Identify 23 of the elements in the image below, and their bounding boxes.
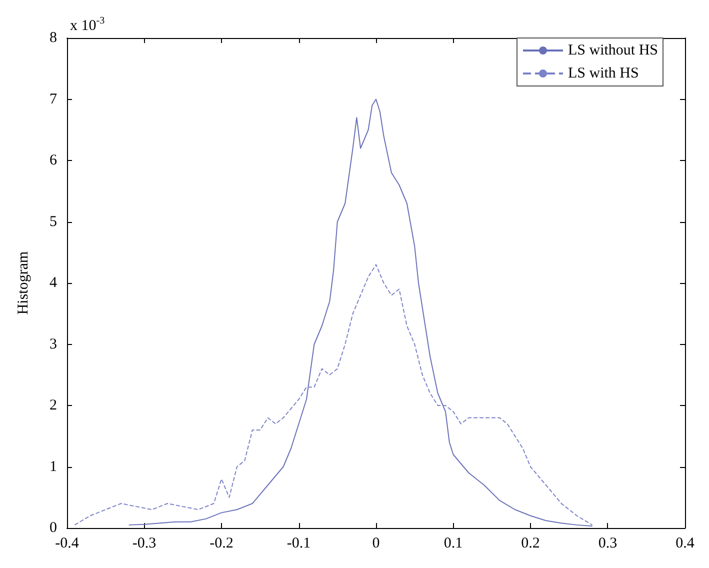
y-tick-label: 3	[50, 336, 57, 352]
x-tick-label: -0.3	[132, 536, 156, 552]
y-tick-label: 4	[50, 275, 58, 291]
y-axis-title: Histogram	[16, 251, 32, 315]
x-tick-label: 0.1	[444, 536, 463, 552]
x-tick-label: 0	[372, 536, 380, 552]
line-series	[128, 98, 593, 527]
y-tick-label: 0	[50, 520, 57, 536]
legend-label: LS without HS	[568, 42, 658, 58]
y-tick-label: 2	[50, 398, 57, 414]
legend-label: LS with HS	[568, 66, 639, 82]
x-tick-label: -0.2	[210, 536, 234, 552]
x-tick-label: -0.1	[286, 536, 311, 552]
line-series	[74, 264, 593, 526]
x-tick-label: 0.3	[598, 536, 618, 552]
y-tick-label: 1	[50, 458, 57, 475]
y-tick-label: 7	[50, 91, 58, 108]
y-tick-label: 8	[50, 30, 57, 46]
y-tick-label: 6	[50, 152, 58, 168]
x-tick-label: -0.4	[55, 536, 80, 552]
x-tick-label: 0.4	[676, 536, 695, 552]
x-tick-label: 0.2	[521, 536, 540, 552]
y-tick-label: 5	[50, 214, 57, 230]
